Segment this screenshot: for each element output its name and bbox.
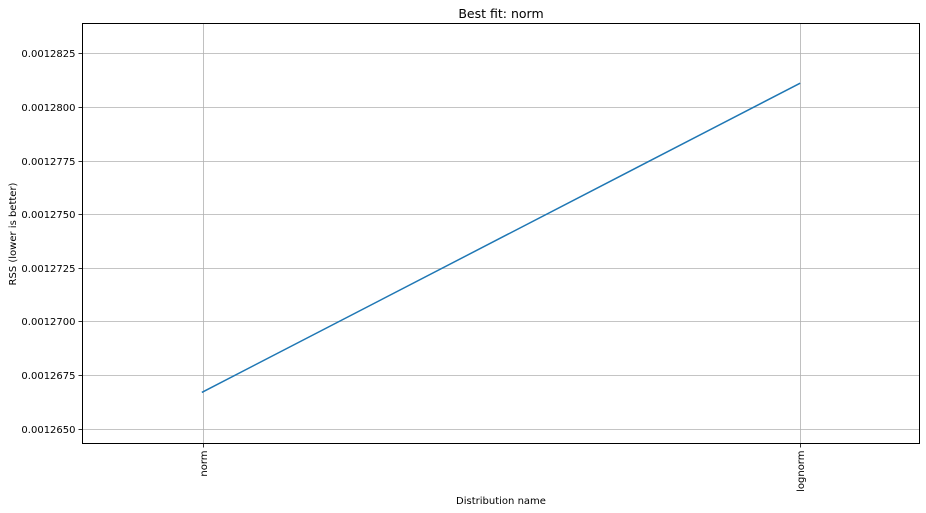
plot-frame [82, 23, 920, 444]
y-axis-ticks: 0.0012650 0.0012675 0.0012700 0.0012725 0.00… [21, 49, 83, 436]
y-tick-label: 0.0012725 [21, 264, 75, 275]
y-tick-label: 0.0012750 [21, 210, 75, 221]
y-axis-label: RSS (lower is better) [8, 182, 19, 285]
y-tick-label: 0.0012825 [21, 49, 75, 60]
x-axis-label: Distribution name [456, 496, 546, 507]
x-tick-label: lognorm [796, 451, 807, 492]
x-axis-ticks: norm lognorm [199, 443, 807, 492]
x-tick-label: norm [199, 451, 210, 477]
series-line [201, 82, 801, 394]
y-tick-label: 0.0012675 [21, 371, 75, 382]
y-tick-label: 0.0012650 [21, 425, 75, 436]
y-tick-label: 0.0012775 [21, 157, 75, 168]
series-layer [201, 82, 801, 394]
grid-lines [82, 23, 920, 444]
y-tick-label: 0.0012700 [21, 317, 75, 328]
chart-title: Best fit: norm [458, 6, 543, 21]
y-tick-label: 0.0012800 [21, 103, 75, 114]
